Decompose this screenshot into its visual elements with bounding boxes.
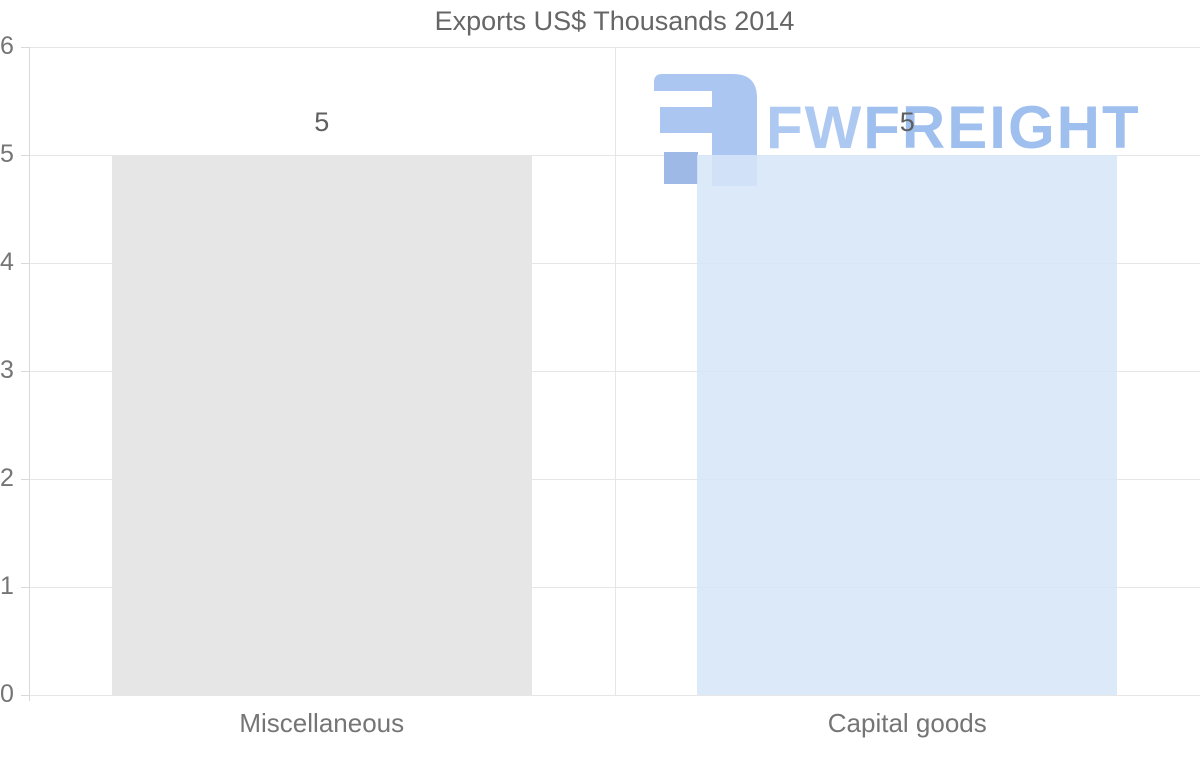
y-tick-label-5: 5 bbox=[0, 140, 14, 168]
y-tick-3 bbox=[21, 371, 29, 372]
y-tick-0 bbox=[21, 695, 29, 696]
bar-value-label-miscellaneous: 5 bbox=[314, 107, 330, 137]
y-tick-label-3: 3 bbox=[0, 356, 14, 384]
h-gridline-0 bbox=[29, 695, 1200, 696]
y-tick-4 bbox=[21, 263, 29, 264]
bar-capital-goods[interactable] bbox=[697, 155, 1118, 695]
y-axis-line bbox=[29, 47, 30, 701]
y-tick-1 bbox=[21, 587, 29, 588]
y-tick-6 bbox=[21, 47, 29, 48]
x-axis-label-capital-goods: Capital goods bbox=[827, 708, 987, 738]
bar-value-label-capital-goods: 5 bbox=[899, 107, 915, 137]
bar-miscellaneous[interactable] bbox=[111, 155, 532, 695]
y-tick-label-4: 4 bbox=[0, 248, 14, 276]
y-tick-label-2: 2 bbox=[0, 464, 14, 492]
y-tick-label-1: 1 bbox=[0, 572, 14, 600]
chart-title: Exports US$ Thousands 2014 bbox=[434, 6, 795, 36]
y-tick-label-0: 0 bbox=[0, 680, 14, 708]
x-axis-label-miscellaneous: Miscellaneous bbox=[239, 708, 405, 738]
y-tick-5 bbox=[21, 155, 29, 156]
v-gridline-1 bbox=[614, 47, 616, 695]
y-tick-label-6: 6 bbox=[0, 32, 14, 60]
y-tick-2 bbox=[21, 479, 29, 480]
